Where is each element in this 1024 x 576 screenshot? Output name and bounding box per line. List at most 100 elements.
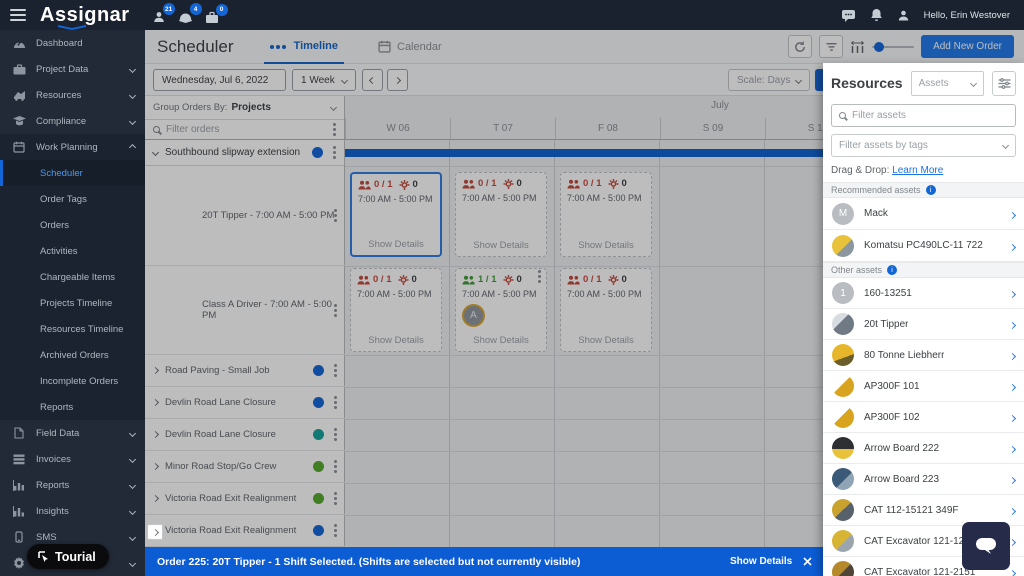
sidebar-item-chargeable-items[interactable]: Chargeable Items <box>40 271 115 283</box>
selection-show-details-button[interactable]: Show Details <box>730 556 793 567</box>
chevron-right-icon[interactable] <box>1008 501 1017 519</box>
chevron-right-icon[interactable] <box>1008 315 1017 333</box>
kebab-menu-icon[interactable] <box>538 275 541 278</box>
info-icon[interactable] <box>925 185 936 195</box>
sidebar-item-projects-timeline[interactable]: Projects Timeline <box>40 297 113 309</box>
tab-calendar[interactable]: Calendar <box>372 30 448 64</box>
project-group-collapsed[interactable]: Victoria Road Exit Realignment <box>145 483 345 515</box>
hardhat-icon[interactable]: 4 <box>178 3 202 24</box>
sidebar-item-archived-orders[interactable]: Archived Orders <box>40 349 109 361</box>
shift-card-assigned[interactable]: 1 / 1 0 7:00 AM - 5:00 PM A Show Details <box>455 268 547 352</box>
asset-row[interactable]: CAT Excavator 121-1214 <box>823 526 1024 557</box>
learn-more-link[interactable]: Learn More <box>892 165 944 176</box>
kebab-menu-icon[interactable] <box>334 214 337 217</box>
asset-row[interactable]: M Mack <box>823 198 1024 230</box>
kebab-menu-icon[interactable] <box>334 369 337 372</box>
sidebar-item-insights[interactable]: Insights <box>0 498 145 524</box>
column-width-icon[interactable] <box>850 40 865 54</box>
tab-timeline[interactable]: Timeline <box>263 30 344 64</box>
asset-row[interactable]: 20t Tipper <box>823 309 1024 340</box>
asset-row[interactable]: AP300F 102 <box>823 402 1024 433</box>
sidebar-item-field-data[interactable]: Field Data <box>0 420 145 446</box>
order-row[interactable]: 20T Tipper - 7:00 AM - 5:00 PM <box>145 166 345 266</box>
show-details-link[interactable]: Show Details <box>473 335 529 346</box>
project-span-bar[interactable] <box>345 149 1024 157</box>
sidebar-item-resources[interactable]: Resources <box>0 82 145 108</box>
date-picker-field[interactable]: Wednesday, Jul 6, 2022 <box>153 69 286 91</box>
asset-row[interactable]: Arrow Board 222 <box>823 433 1024 464</box>
asset-row[interactable]: CAT 112-15121 349F <box>823 495 1024 526</box>
asset-row[interactable]: Komatsu PC490LC-11 722 <box>823 230 1024 262</box>
project-group-collapsed[interactable]: Road Paving - Small Job <box>145 355 345 387</box>
worker-avatar[interactable]: A <box>462 304 485 327</box>
chat-icon[interactable] <box>841 9 856 22</box>
sidebar-item-dashboard[interactable]: Dashboard <box>0 30 145 56</box>
asset-row[interactable]: CAT Excavator 121-2151 <box>823 557 1024 576</box>
kebab-menu-icon[interactable] <box>334 433 337 436</box>
sidebar-item-incomplete-orders[interactable]: Incomplete Orders <box>40 375 119 387</box>
sidebar-item-reports-wp[interactable]: Reports <box>40 401 74 413</box>
kebab-menu-icon[interactable] <box>334 529 337 532</box>
filter-assets-by-tags-select[interactable]: Filter assets by tags <box>831 134 1016 157</box>
sidebar-item-sms[interactable]: SMS <box>0 524 145 550</box>
collapse-orders-panel-button[interactable] <box>147 524 163 540</box>
chat-widget-button[interactable] <box>962 522 1010 570</box>
chevron-right-icon[interactable] <box>1008 439 1017 457</box>
show-details-link[interactable]: Show Details <box>578 335 634 346</box>
next-period-button[interactable] <box>387 69 408 91</box>
shift-card-selected[interactable]: 0 / 1 0 7:00 AM - 5:00 PM Show Details <box>350 172 442 257</box>
kebab-menu-icon[interactable] <box>334 308 337 312</box>
close-icon[interactable] <box>803 557 812 566</box>
hamburger-menu-icon[interactable] <box>10 9 26 21</box>
prev-period-button[interactable] <box>362 69 383 91</box>
kebab-menu-icon[interactable] <box>333 151 336 154</box>
sidebar-item-compliance[interactable]: Compliance <box>0 108 145 134</box>
sidebar-item-resources-timeline[interactable]: Resources Timeline <box>40 323 124 335</box>
shift-card[interactable]: 0 / 1 0 7:00 AM - 5:00 PM Show Details <box>350 268 442 352</box>
project-group-collapsed[interactable]: Victoria Road Exit Realignment <box>145 515 345 547</box>
scale-select[interactable]: Scale: Days <box>728 69 810 91</box>
filter-assets-input[interactable] <box>852 110 1008 121</box>
project-group-header[interactable]: Southbound slipway extension <box>145 140 344 166</box>
show-details-link[interactable]: Show Details <box>578 240 634 251</box>
people-icon[interactable]: 21 <box>152 3 175 24</box>
group-orders-by[interactable]: Group Orders By: Projects <box>145 96 344 120</box>
kebab-menu-icon[interactable] <box>334 465 337 468</box>
range-select[interactable]: 1 Week <box>292 69 356 91</box>
resource-type-select[interactable]: Assets <box>910 70 984 96</box>
asset-row[interactable]: AP300F 101 <box>823 371 1024 402</box>
chevron-right-icon[interactable] <box>1008 470 1017 488</box>
shift-card[interactable]: 0 / 1 0 7:00 AM - 5:00 PM Show Details <box>560 172 652 257</box>
tourial-badge[interactable]: Tourial <box>27 544 109 569</box>
sidebar-item-orders[interactable]: Orders <box>40 219 70 231</box>
refresh-button[interactable] <box>788 35 813 58</box>
chevron-right-icon[interactable] <box>1008 284 1017 302</box>
show-details-link[interactable]: Show Details <box>368 335 424 346</box>
chevron-right-icon[interactable] <box>1008 532 1017 550</box>
bell-icon[interactable] <box>870 8 883 22</box>
chevron-right-icon[interactable] <box>1008 237 1017 255</box>
user-icon[interactable] <box>897 9 910 22</box>
project-group-collapsed[interactable]: Minor Road Stop/Go Crew <box>145 451 345 483</box>
add-new-order-button[interactable]: Add New Order <box>921 35 1014 58</box>
zoom-slider[interactable] <box>872 41 915 52</box>
kebab-menu-icon[interactable] <box>334 401 337 404</box>
asset-row[interactable]: 1 160-13251 <box>823 278 1024 309</box>
info-icon[interactable] <box>887 265 898 275</box>
shift-card[interactable]: 0 / 1 0 7:00 AM - 5:00 PM Show Details <box>560 268 652 352</box>
sidebar-item-reports[interactable]: Reports <box>0 472 145 498</box>
sidebar-item-invoices[interactable]: Invoices <box>0 446 145 472</box>
kebab-menu-icon[interactable] <box>334 497 337 500</box>
asset-row[interactable]: Arrow Board 223 <box>823 464 1024 495</box>
sidebar-item-activities[interactable]: Activities <box>40 245 78 257</box>
chevron-right-icon[interactable] <box>1008 408 1017 426</box>
zoom-slider-knob[interactable] <box>874 41 885 52</box>
filter-orders-input[interactable] <box>166 124 327 135</box>
filter-button[interactable] <box>819 35 844 58</box>
chevron-right-icon[interactable] <box>1008 563 1017 576</box>
sidebar-item-order-tags[interactable]: Order Tags <box>40 193 87 205</box>
briefcase-icon[interactable]: 0 <box>205 3 228 24</box>
order-row[interactable]: Class A Driver - 7:00 AM - 5:00 PM <box>145 266 345 355</box>
project-group-collapsed[interactable]: Devlin Road Lane Closure <box>145 419 345 451</box>
sidebar-item-work-planning[interactable]: Work Planning <box>0 134 145 160</box>
